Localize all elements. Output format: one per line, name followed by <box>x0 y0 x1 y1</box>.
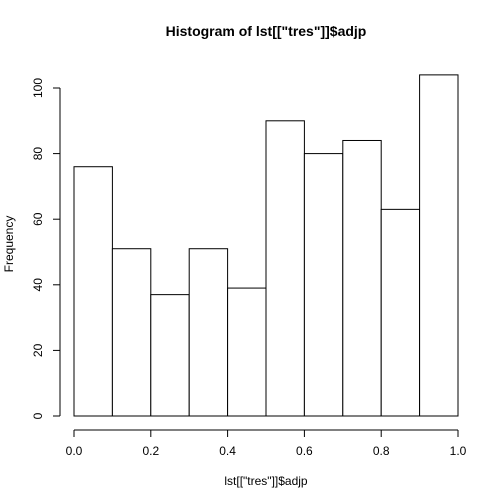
histogram-bar <box>150 294 190 417</box>
histogram-bar <box>73 166 113 417</box>
x-tick-label: 0.2 <box>142 444 159 458</box>
y-axis: 0 20 40 60 80 100 <box>31 78 61 419</box>
histogram-bar <box>265 120 305 417</box>
y-tick-label: 20 <box>31 343 45 357</box>
x-tick-label: 0.8 <box>373 444 390 458</box>
bars-group <box>73 74 459 417</box>
histogram-bar <box>111 248 152 417</box>
y-tick-label: 80 <box>31 147 45 161</box>
x-axis: 0.0 0.2 0.4 0.6 0.8 1.0 <box>66 429 467 458</box>
histogram-bar <box>188 248 229 417</box>
histogram-bar <box>342 139 382 417</box>
x-tick-label: 1.0 <box>450 444 467 458</box>
x-tick-label: 0.6 <box>296 444 313 458</box>
x-tick-label: 0.4 <box>219 444 236 458</box>
x-axis-label: lst[["tres"]]$adjp <box>224 474 308 488</box>
y-tick-label: 40 <box>31 278 45 292</box>
x-tick-label: 0.0 <box>66 444 83 458</box>
histogram-bar <box>419 74 459 417</box>
histogram-bar <box>227 287 267 417</box>
y-tick-label: 60 <box>31 212 45 226</box>
chart-title: Histogram of lst[["tres"]]$adjp <box>166 23 367 39</box>
y-tick-label: 0 <box>31 412 45 419</box>
histogram-bar <box>380 208 421 417</box>
y-tick-label: 100 <box>31 78 45 98</box>
y-axis-label: Frequency <box>2 216 16 273</box>
histogram-bar <box>303 153 344 417</box>
